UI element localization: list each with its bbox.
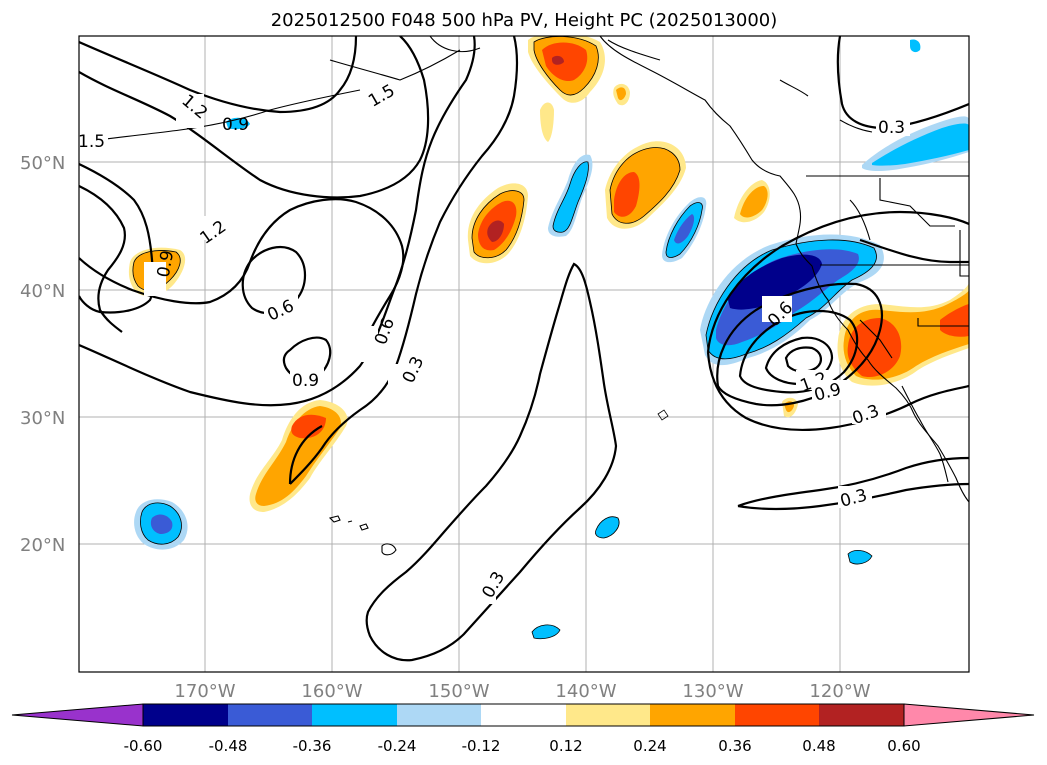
colorbar-swatch	[566, 704, 650, 726]
colorbar-tick-label: -0.60	[124, 737, 163, 755]
lon-label-130w: 130°W	[682, 681, 743, 702]
colorbar-tick-label: 0.12	[549, 737, 582, 755]
lon-label-170w: 170°W	[174, 681, 235, 702]
colorbar-tick-label: -0.12	[462, 737, 501, 755]
colorbar-swatch	[143, 704, 228, 726]
colorbar-extend-max	[903, 703, 1035, 727]
colorbar-swatch	[312, 704, 397, 726]
map-frame	[78, 35, 970, 673]
colorbar-swatch	[228, 704, 312, 726]
colorbar-swatch	[397, 704, 481, 726]
contour-label: 0.3	[878, 118, 905, 138]
colorbar-tick-label: -0.48	[209, 737, 248, 755]
colorbar-tick-label: -0.36	[293, 737, 332, 755]
positive-anomaly-fills	[128, 36, 969, 512]
contour-label: 0.9	[154, 249, 178, 279]
colorbar-tick-label: -0.24	[378, 737, 417, 755]
colorbar-extend-min	[11, 703, 144, 727]
height-contours	[79, 36, 969, 662]
lat-label-30n: 30°N	[20, 408, 65, 429]
lat-label-50n: 50°N	[20, 153, 65, 174]
lon-label-160w: 160°W	[301, 681, 362, 702]
contour-label: 0.9	[292, 371, 319, 391]
colorbar-tick-label: 0.24	[633, 737, 666, 755]
lon-label-150w: 150°W	[428, 681, 489, 702]
colorbar-swatch	[650, 704, 735, 726]
colorbar-swatch	[819, 704, 904, 726]
colorbar-tick-label: 0.48	[802, 737, 835, 755]
colorbar-tick-label: 0.60	[887, 737, 920, 755]
latitude-labels: 50°N 40°N 30°N 20°N	[20, 153, 65, 556]
contour-label: 1.5	[78, 132, 105, 152]
lat-label-40n: 40°N	[20, 281, 65, 302]
colorbar-tick-label: 0.36	[718, 737, 751, 755]
lon-label-140w: 140°W	[555, 681, 616, 702]
lon-label-120w: 120°W	[809, 681, 870, 702]
coastlines	[83, 36, 969, 556]
contour-label: 0.9	[222, 115, 249, 135]
colorbar-tick-labels: -0.60 -0.48 -0.36 -0.24 -0.12 0.12 0.24 …	[124, 737, 921, 755]
colorbar	[11, 703, 1035, 727]
colorbar-swatch	[735, 704, 819, 726]
lat-label-20n: 20°N	[20, 535, 65, 556]
longitude-labels: 170°W 160°W 150°W 140°W 130°W 120°W	[174, 681, 870, 702]
map-title: 2025012500 F048 500 hPa PV, Height PC (2…	[271, 10, 778, 31]
map-panel: 1.5 1.2 0.9 1.5 1.2 0.9 0.6 0.9 0.6 0.3 …	[78, 36, 969, 672]
colorbar-swatch	[481, 704, 566, 726]
colorbar-frame	[142, 703, 905, 727]
